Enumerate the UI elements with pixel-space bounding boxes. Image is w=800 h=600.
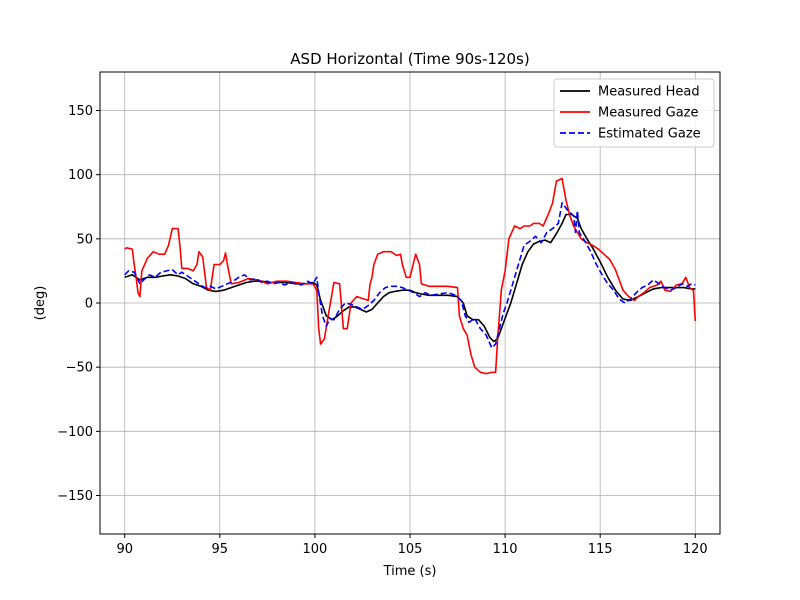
legend-label: Measured Gaze [598, 106, 699, 121]
y-tick-label: 0 [85, 297, 93, 312]
series-line-estimated-gaze [124, 202, 696, 349]
y-tick-label: −100 [57, 425, 93, 440]
y-tick-label: 50 [76, 232, 93, 247]
x-tick-label: 105 [398, 542, 423, 557]
x-tick-label: 100 [302, 542, 327, 557]
x-tick-label: 115 [588, 542, 613, 557]
axis-ticks: 90 95 100 105 110 115 120 −150 −100 −50 0 50 100 150 [57, 104, 707, 557]
x-tick-label: 90 [116, 542, 133, 557]
y-tick-label: −50 [66, 361, 93, 376]
x-axis-label: Time (s) [383, 564, 437, 579]
legend-label: Estimated Gaze [598, 127, 701, 142]
series-group [124, 177, 697, 375]
x-tick-label: 120 [683, 542, 708, 557]
x-tick-label: 95 [212, 542, 229, 557]
legend: Measured Head Measured Gaze Estimated Gaze [553, 78, 715, 148]
y-tick-label: 150 [68, 104, 93, 119]
chart-title: ASD Horizontal (Time 90s-120s) [290, 50, 529, 68]
y-tick-label: 100 [68, 168, 93, 183]
series-line-measured-gaze [124, 177, 697, 375]
grid-lines [100, 72, 720, 534]
y-tick-label: −150 [57, 489, 93, 504]
legend-box [553, 78, 715, 148]
x-tick-label: 110 [493, 542, 518, 557]
y-axis-label: (deg) [33, 286, 48, 321]
legend-label: Measured Head [598, 85, 700, 100]
